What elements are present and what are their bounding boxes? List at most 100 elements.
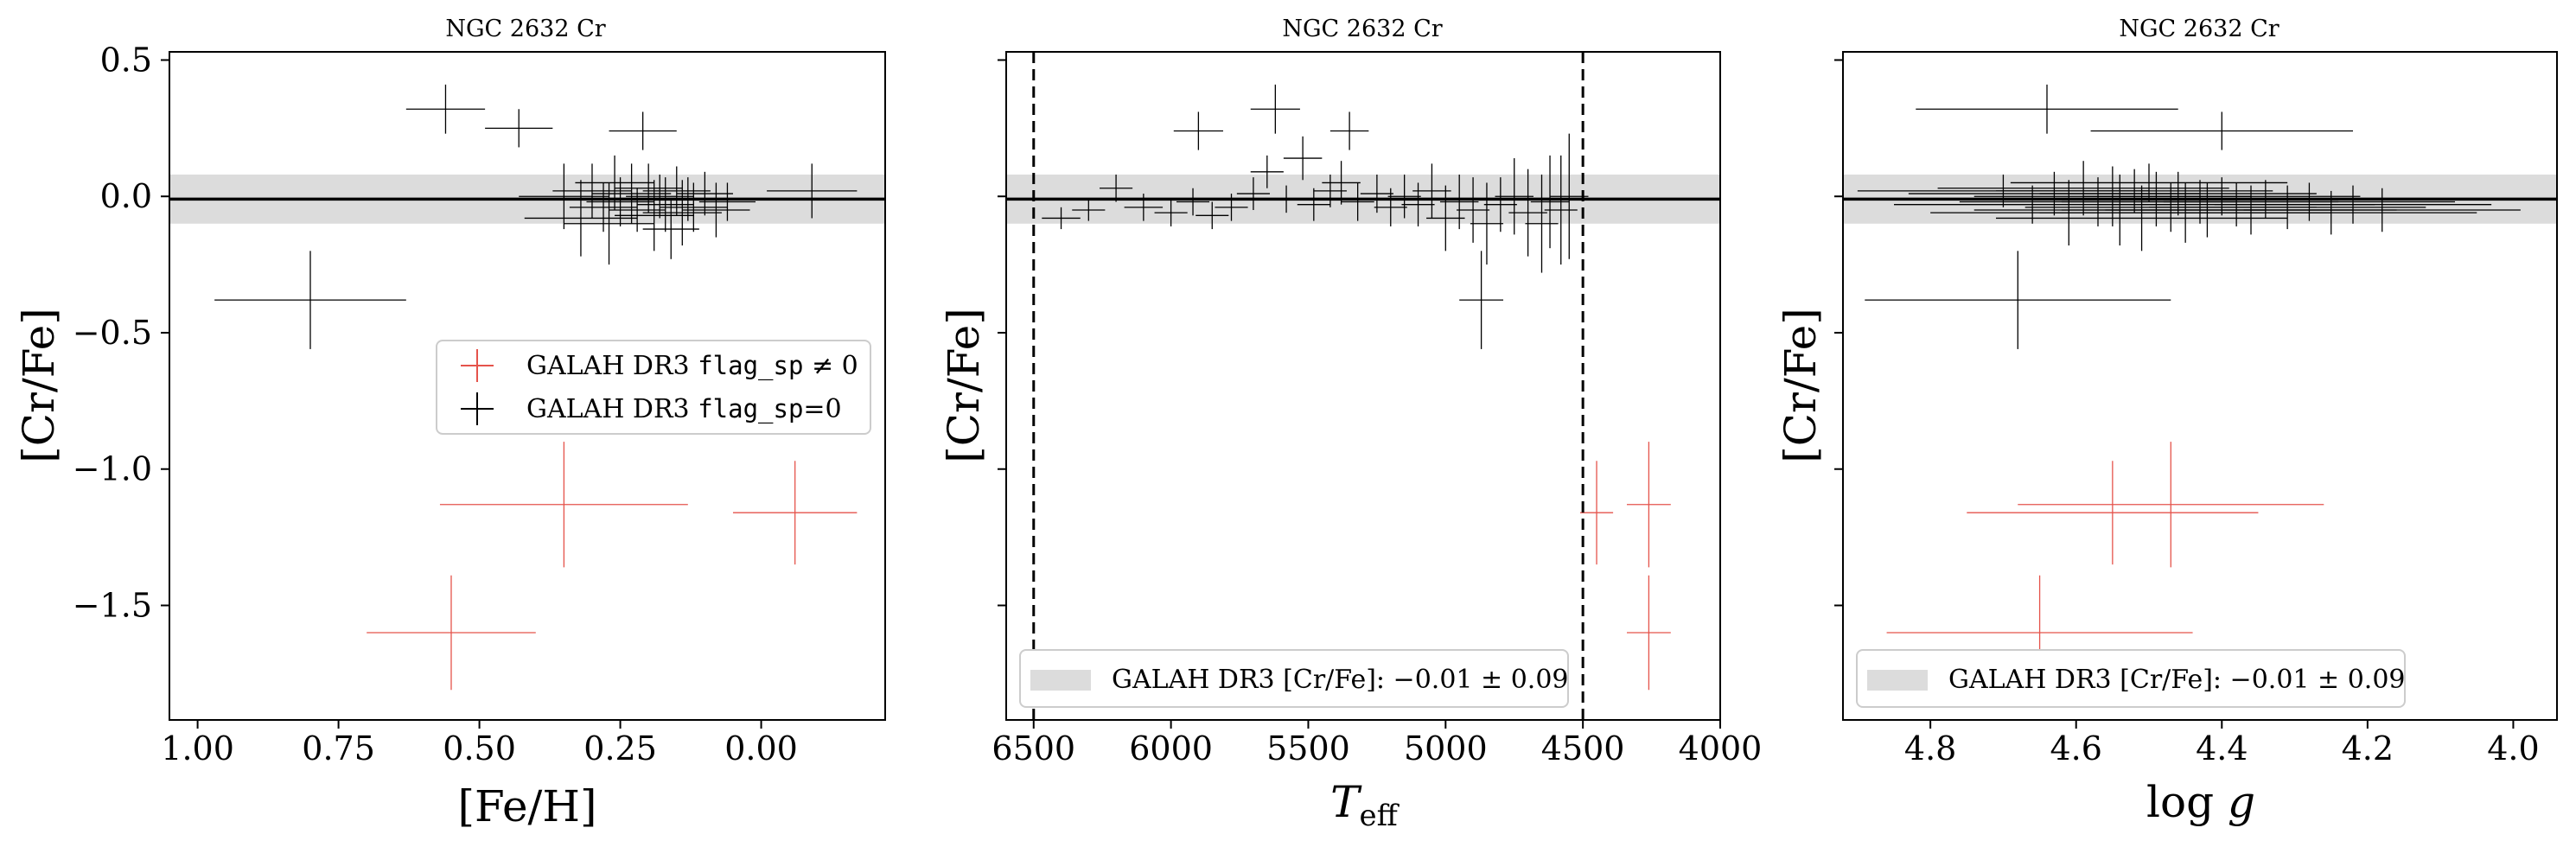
legend-marker-unflagged	[461, 392, 494, 425]
reference-lines	[1006, 52, 1720, 720]
y-tick-label: −1.5	[73, 586, 152, 624]
unflagged-point	[1360, 174, 1393, 213]
flagged-point	[2018, 442, 2324, 568]
unflagged-point	[405, 84, 486, 134]
y-axis-label: [Cr/Fe]	[14, 308, 64, 463]
x-axis-ticks: 4.8 4.6 4.4 4.2 4.0	[1904, 720, 2540, 767]
unflagged-point	[1916, 84, 2178, 134]
x-tick-label: 4.0	[2487, 729, 2539, 767]
x-tick-label: 4000	[1679, 729, 1763, 767]
flagged-point	[1967, 461, 2259, 565]
x-tick-label: 0.50	[443, 729, 516, 767]
legend: GALAH DR3 [Cr/Fe]: −0.01 ± 0.09	[1856, 649, 2406, 708]
unflagged-point	[564, 182, 654, 265]
unflagged-point	[609, 111, 677, 150]
unflagged-point	[1196, 201, 1229, 230]
unflagged-point	[524, 180, 638, 257]
legend-patch	[1030, 670, 1091, 691]
unflagged-point	[615, 180, 694, 252]
y-axis-ticks: 0.5 0.0 −0.5 −1.0 −1.5	[73, 41, 169, 624]
unflagged-point	[1250, 84, 1300, 134]
unflagged-point	[1173, 111, 1223, 150]
y-axis-ticks	[998, 59, 1006, 607]
legend-label-flagged: GALAH DR3 flag_sp ≠ 0	[526, 351, 858, 381]
y-tick-label: 0.5	[100, 41, 152, 79]
panel-logg: NGC 2632 Cr 4.8 4.6 4.4 4.2 4.0 log g [Cr/Fe…	[1776, 16, 2558, 827]
x-tick-label: 4.8	[1904, 729, 1956, 767]
data-points	[1857, 84, 2521, 691]
flagged-point	[732, 461, 858, 565]
x-axis-ticks: 1.00 0.75 0.50 0.25 0.00	[161, 720, 798, 767]
panel-title: NGC 2632 Cr	[2119, 16, 2279, 42]
unflagged-point	[2149, 185, 2426, 230]
flagged-point	[367, 575, 536, 691]
unflagged-point	[642, 180, 722, 246]
panel-feh: NGC 2632 Cr 1.00 0.75 0.50 0.25 0.00 0.5 0.0 −…	[14, 16, 886, 831]
x-axis-label: Teff	[1330, 777, 1400, 833]
flagged-point	[439, 442, 688, 568]
unflagged-point	[1937, 161, 2229, 216]
x-tick-label: 0.25	[583, 729, 657, 767]
unflagged-point	[1297, 188, 1330, 221]
unflagged-point	[1530, 155, 1570, 249]
unflagged-point	[2163, 182, 2455, 221]
unflagged-point	[1865, 251, 2171, 349]
unflagged-point	[1457, 177, 1490, 243]
unflagged-point	[1387, 174, 1421, 219]
unflagged-point	[1996, 169, 2273, 213]
legend-frame	[1856, 649, 2406, 708]
legend-frame	[1019, 649, 1569, 708]
unflagged-point	[1322, 161, 1361, 205]
unflagged-point	[1470, 182, 1504, 265]
unflagged-point	[2090, 111, 2353, 150]
unflagged-point	[698, 182, 756, 221]
unflagged-point	[214, 251, 406, 349]
unflagged-point	[1426, 185, 1465, 252]
data-points	[1042, 84, 1671, 691]
unflagged-point	[1250, 155, 1284, 188]
legend: GALAH DR3 [Cr/Fe]: −0.01 ± 0.09	[1019, 649, 1569, 708]
panel-title: NGC 2632 Cr	[1282, 16, 1442, 42]
unflagged-point	[2214, 185, 2492, 224]
unflagged-point	[485, 109, 553, 148]
unflagged-point	[676, 171, 733, 216]
x-tick-label: 5000	[1404, 729, 1488, 767]
x-tick-label: 0.75	[302, 729, 375, 767]
data-points	[214, 84, 858, 691]
plot-frame	[1842, 51, 2558, 721]
unflagged-point	[1100, 174, 1133, 202]
y-axis-label: [Cr/Fe]	[1776, 308, 1826, 463]
flagged-point	[1626, 442, 1671, 568]
unflagged-point	[1176, 188, 1210, 216]
x-tick-label: 6500	[992, 729, 1075, 767]
unflagged-point	[682, 182, 750, 238]
y-tick-label: 0.0	[100, 177, 152, 215]
unflagged-point	[1374, 188, 1407, 226]
x-tick-label: 4.4	[2196, 729, 2248, 767]
unflagged-point	[1072, 199, 1106, 221]
unflagged-point	[552, 163, 632, 219]
x-tick-label: 0.00	[724, 729, 798, 767]
legend-frame	[436, 340, 871, 435]
plot-frame	[169, 51, 886, 721]
legend: GALAH DR3 flag_sp ≠ 0 GALAH DR3 flag_sp=…	[436, 340, 871, 435]
unflagged-point	[1236, 177, 1270, 210]
unflagged-point	[609, 188, 666, 232]
unflagged-point	[1439, 174, 1479, 230]
unflagged-point	[1412, 163, 1451, 219]
unflagged-point	[1544, 155, 1578, 265]
unflagged-point	[767, 163, 858, 219]
unflagged-point	[1483, 177, 1517, 232]
unflagged-point	[642, 199, 699, 259]
x-tick-label: 4.2	[2342, 729, 2394, 767]
unflagged-point	[1495, 158, 1533, 235]
unflagged-point	[591, 163, 672, 224]
unflagged-point	[637, 177, 694, 232]
unflagged-point	[2243, 188, 2521, 232]
legend-marker-flagged	[461, 349, 494, 382]
y-axis-ticks	[1834, 59, 1843, 607]
flagged-point	[1579, 461, 1614, 565]
unflagged-point	[1341, 182, 1374, 221]
legend-label-band: GALAH DR3 [Cr/Fe]: −0.01 ± 0.09	[1112, 665, 1569, 695]
